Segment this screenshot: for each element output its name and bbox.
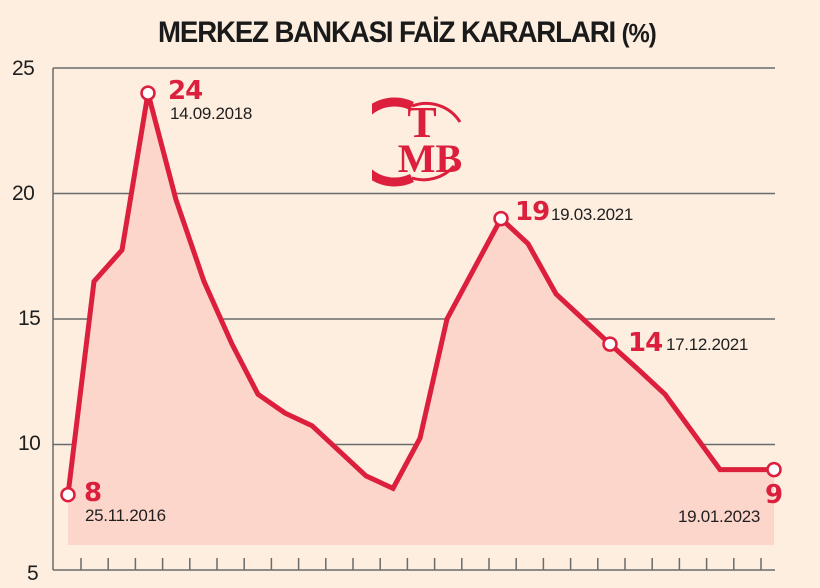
y-tick-25: 25 bbox=[12, 57, 35, 80]
y-tick-5: 5 bbox=[27, 562, 39, 585]
svg-text:MB: MB bbox=[398, 136, 462, 181]
highlight-marker bbox=[60, 486, 76, 503]
annotation-date-9: 19.01.2023 bbox=[678, 507, 761, 526]
y-tick-15: 15 bbox=[18, 307, 41, 330]
annotation-value-19: 19 bbox=[515, 197, 550, 227]
y-tick-10: 10 bbox=[18, 432, 41, 455]
annotation-date-8: 25.11.2016 bbox=[85, 506, 166, 525]
annotation-value-24: 24 bbox=[168, 76, 203, 106]
tcmb-logo-icon: T MB bbox=[372, 97, 462, 187]
annotation-date-19: 19.03.2021 bbox=[551, 205, 634, 224]
chart-title-unit: (%) bbox=[621, 18, 657, 48]
svg-text:T: T bbox=[407, 98, 436, 147]
annotation-date-14: 17.12.2021 bbox=[666, 335, 749, 354]
annotation-value-8: 8 bbox=[84, 478, 102, 508]
area-fill-overlay bbox=[68, 93, 774, 545]
annotation-date-24: 14.09.2018 bbox=[170, 104, 253, 123]
highlight-marker bbox=[766, 461, 782, 478]
chart-title: MERKEZ BANKASI FAİZ KARARLARI (%) bbox=[158, 16, 657, 50]
highlight-marker bbox=[493, 210, 509, 227]
highlight-marker bbox=[140, 85, 156, 101]
chart-title-text: MERKEZ BANKASI FAİZ KARARLARI bbox=[158, 16, 616, 49]
annotation-value-14: 14 bbox=[628, 328, 663, 358]
y-tick-20: 20 bbox=[12, 182, 35, 205]
annotation-value-9: 9 bbox=[765, 480, 783, 510]
highlight-marker bbox=[602, 336, 618, 352]
